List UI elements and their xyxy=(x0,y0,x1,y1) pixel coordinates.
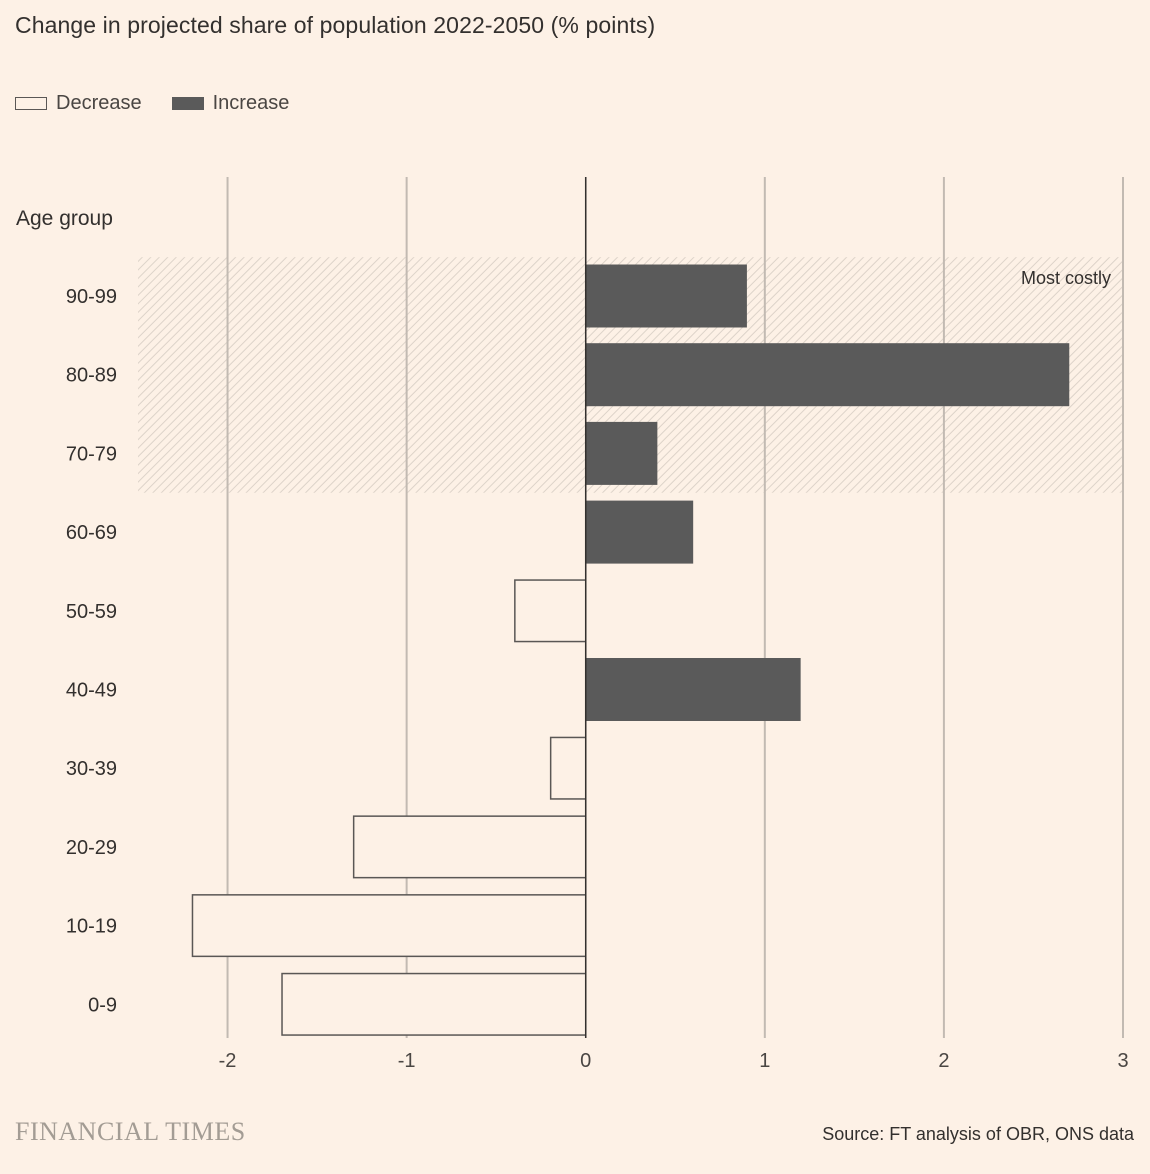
bar-30-39 xyxy=(549,736,587,800)
bar-10-19 xyxy=(191,894,587,958)
y-tick-label: 80-89 xyxy=(66,365,117,387)
legend-swatch-increase xyxy=(171,97,204,110)
x-tick-label: 1 xyxy=(759,1050,770,1072)
bar-0-9 xyxy=(281,972,587,1036)
bar-70-79 xyxy=(585,421,658,485)
legend-swatch-decrease xyxy=(15,97,47,110)
x-tick-label: -1 xyxy=(398,1050,416,1072)
x-tick-label: -2 xyxy=(219,1050,237,1072)
y-tick-label: 0-9 xyxy=(88,994,117,1016)
legend-item-decrease: Decrease xyxy=(15,92,142,115)
y-tick-label: 30-39 xyxy=(66,758,117,780)
legend-label-increase: Increase xyxy=(212,92,290,114)
x-tick-label: 3 xyxy=(1117,1050,1128,1072)
y-tick-label: 10-19 xyxy=(66,916,117,938)
x-tick-label: 0 xyxy=(580,1050,591,1072)
bar-40-49 xyxy=(585,658,801,721)
legend-item-increase: Increase xyxy=(171,92,290,115)
bar-60-69 xyxy=(585,500,694,564)
y-tick-label: 20-29 xyxy=(66,837,117,859)
source-note: Source: FT analysis of OBR, ONS data xyxy=(822,1124,1134,1144)
bar-20-29 xyxy=(352,815,587,879)
y-tick-label: 90-99 xyxy=(66,286,117,308)
bar-chart: Most costly -2 -1 0 1 2 3 Age group 90-99 80-89 7… xyxy=(16,177,1129,1072)
legend: Decrease Increase xyxy=(15,92,319,115)
bar-90-99 xyxy=(585,264,747,328)
ft-brand-logo: FINANCIAL TIMES xyxy=(15,1117,246,1146)
y-tick-label: 60-69 xyxy=(66,522,117,544)
y-tick-label: 40-49 xyxy=(66,680,117,702)
y-axis-title: Age group xyxy=(16,207,113,230)
highlight-label: Most costly xyxy=(1021,268,1111,288)
bar-50-59 xyxy=(514,579,587,643)
chart-title: Change in projected share of population … xyxy=(15,12,656,38)
bar-80-89 xyxy=(585,343,1070,407)
y-tick-label: 50-59 xyxy=(66,601,117,623)
y-tick-label: 70-79 xyxy=(66,443,117,465)
legend-label-decrease: Decrease xyxy=(56,92,142,114)
x-tick-label: 2 xyxy=(938,1050,949,1072)
